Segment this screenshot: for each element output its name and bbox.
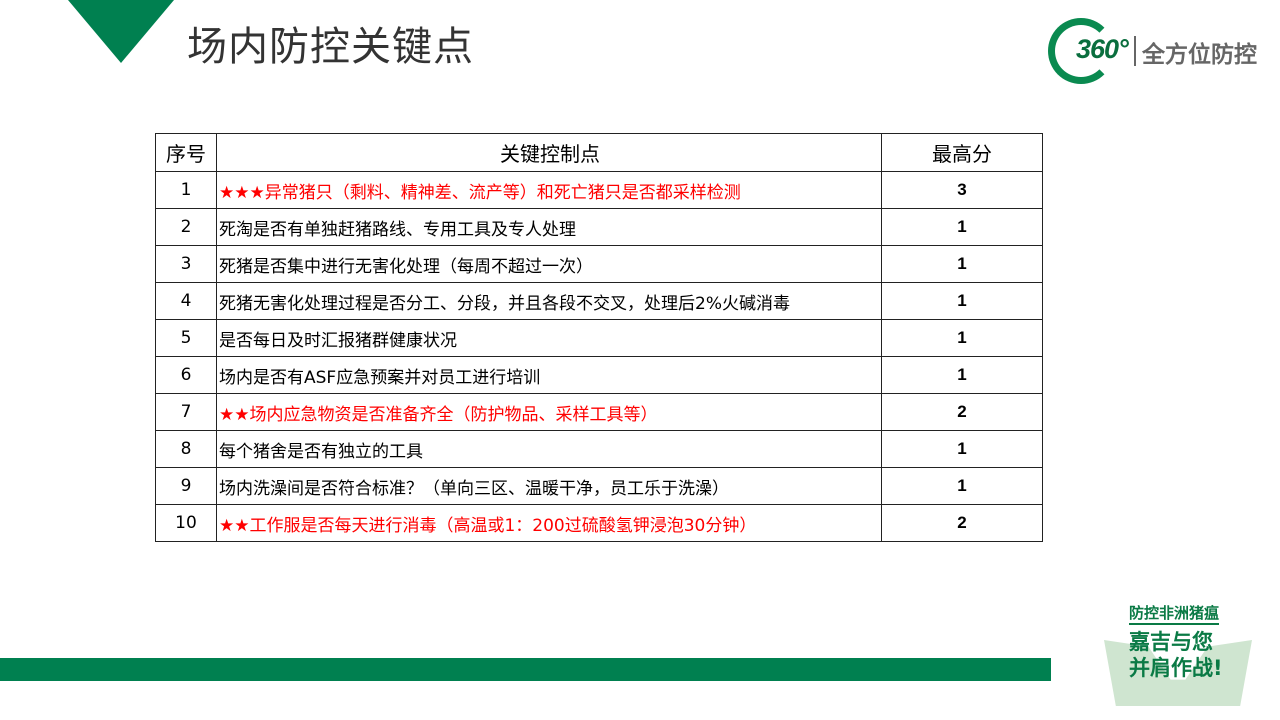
table-header-row: 序号 关键控制点 最高分 (155, 133, 1043, 172)
row-max-score: 1 (881, 282, 1043, 320)
table-row: 7 ★★场内应急物资是否准备齐全（防护物品、采样工具等） 2 (155, 393, 1043, 431)
row-control-point: 是否每日及时汇报猪群健康状况 (216, 319, 882, 357)
table-row: 1 ★★★异常猪只（剩料、精神差、流产等）和死亡猪只是否都采样检测 3 (155, 171, 1043, 209)
logo-text: 全方位防控 (1142, 42, 1257, 68)
row-control-point: 场内洗澡间是否符合标准？（单向三区、温暖干净，员工乐于洗澡） (216, 467, 882, 505)
table-row: 8 每个猪舍是否有独立的工具 1 (155, 430, 1043, 468)
logo-number: 360° (1076, 34, 1129, 64)
row-number: 5 (155, 319, 217, 357)
row-max-score: 1 (881, 245, 1043, 283)
row-number: 10 (155, 504, 217, 542)
row-max-score: 1 (881, 356, 1043, 394)
row-control-point: ★★工作服是否每天进行消毒（高温或1：200过硫酸氢钾浸泡30分钟） (216, 504, 882, 542)
badge-line-2: 嘉吉与您 (1129, 630, 1213, 654)
logo-360: 360° 全方位防控 (1046, 16, 1261, 84)
corner-triangle-decoration (68, 0, 174, 63)
header-item: 关键控制点 (216, 133, 882, 172)
row-number: 8 (155, 430, 217, 468)
row-control-point: ★★场内应急物资是否准备齐全（防护物品、采样工具等） (216, 393, 882, 431)
table-row: 10 ★★工作服是否每天进行消毒（高温或1：200过硫酸氢钾浸泡30分钟） 2 (155, 504, 1043, 542)
row-max-score: 1 (881, 430, 1043, 468)
key-control-table: 序号 关键控制点 最高分 1 ★★★异常猪只（剩料、精神差、流产等）和死亡猪只是否… (155, 133, 1043, 542)
row-control-point: 每个猪舍是否有独立的工具 (216, 430, 882, 468)
row-number: 7 (155, 393, 217, 431)
row-number: 3 (155, 245, 217, 283)
campaign-badge: 防控非洲猪瘟 嘉吉与您 并肩作战! (1104, 600, 1252, 710)
row-control-point: 死猪无害化处理过程是否分工、分段，并且各段不交叉，处理后2%火碱消毒 (216, 282, 882, 320)
logo-divider (1134, 36, 1136, 66)
row-max-score: 1 (881, 319, 1043, 357)
row-number: 2 (155, 208, 217, 246)
row-number: 1 (155, 171, 217, 209)
badge-line-1: 防控非洲猪瘟 (1129, 602, 1220, 625)
row-max-score: 1 (881, 467, 1043, 505)
row-max-score: 1 (881, 208, 1043, 246)
row-control-point: 死猪是否集中进行无害化处理（每周不超过一次） (216, 245, 882, 283)
footer-green-bar (0, 658, 1051, 681)
row-control-point: 死淘是否有单独赶猪路线、专用工具及专人处理 (216, 208, 882, 246)
table-row: 3 死猪是否集中进行无害化处理（每周不超过一次） 1 (155, 245, 1043, 283)
row-control-point: 场内是否有ASF应急预案并对员工进行培训 (216, 356, 882, 394)
page-title: 场内防控关键点 (187, 24, 474, 70)
logo-ring-icon (1048, 18, 1114, 84)
table-row: 4 死猪无害化处理过程是否分工、分段，并且各段不交叉，处理后2%火碱消毒 1 (155, 282, 1043, 320)
badge-line-3: 并肩作战! (1129, 656, 1223, 680)
row-max-score: 3 (881, 171, 1043, 209)
table-row: 6 场内是否有ASF应急预案并对员工进行培训 1 (155, 356, 1043, 394)
row-number: 6 (155, 356, 217, 394)
row-control-point: ★★★异常猪只（剩料、精神差、流产等）和死亡猪只是否都采样检测 (216, 171, 882, 209)
header-score: 最高分 (881, 133, 1043, 172)
table-row: 5 是否每日及时汇报猪群健康状况 1 (155, 319, 1043, 357)
table-row: 2 死淘是否有单独赶猪路线、专用工具及专人处理 1 (155, 208, 1043, 246)
row-number: 9 (155, 467, 217, 505)
table-row: 9 场内洗澡间是否符合标准？（单向三区、温暖干净，员工乐于洗澡） 1 (155, 467, 1043, 505)
header-no: 序号 (155, 133, 217, 172)
row-number: 4 (155, 282, 217, 320)
row-max-score: 2 (881, 504, 1043, 542)
row-max-score: 2 (881, 393, 1043, 431)
